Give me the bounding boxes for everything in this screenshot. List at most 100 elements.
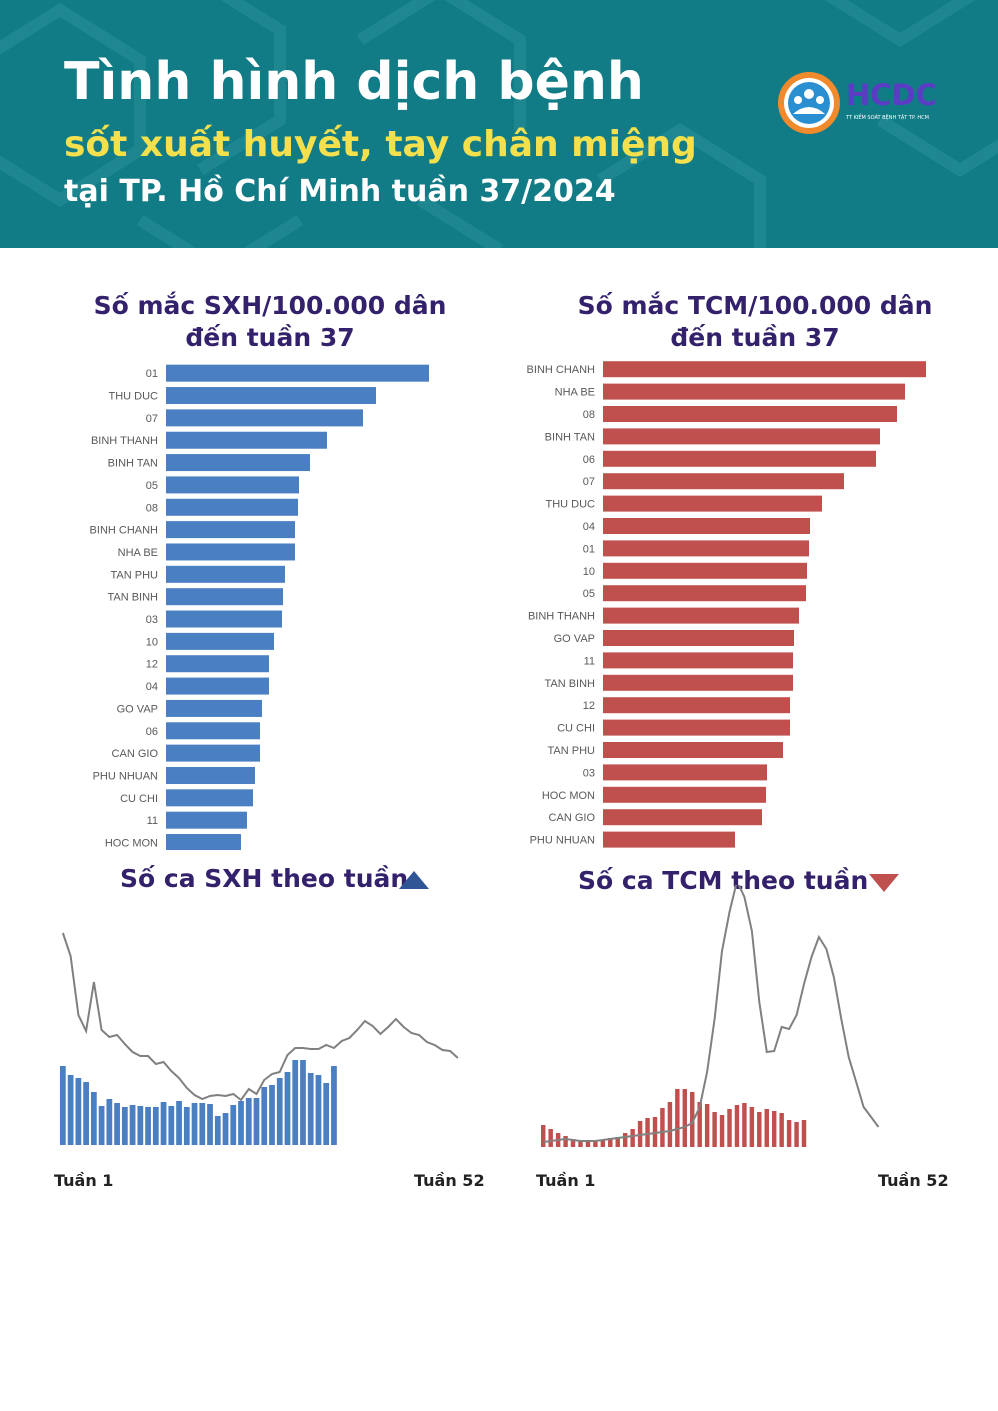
weekly-bar (749, 1107, 755, 1147)
bar (166, 409, 363, 427)
weekly-bar (152, 1107, 159, 1145)
weekly-bar (307, 1073, 314, 1145)
bar (603, 809, 762, 826)
weekly-trend-line (61, 932, 459, 1102)
sxh-rate-title-line1: Số mắc SXH/100.000 dân (93, 291, 447, 320)
category-label: 06 (146, 726, 158, 738)
weekly-bar (764, 1109, 769, 1147)
bar (603, 383, 905, 400)
tcm-rate-title-line2: đến tuần 37 (670, 323, 840, 352)
triangle-down-icon (869, 874, 899, 892)
weekly-bar (121, 1107, 128, 1145)
tcm-rate-title-line1: Số mắc TCM/100.000 dân (577, 291, 933, 320)
sxh-weekly-title: Số ca SXH theo tuần (120, 864, 409, 893)
bar (603, 585, 806, 602)
category-label: TAN BINH (544, 678, 595, 690)
weekly-bar (276, 1078, 283, 1145)
category-label: CU CHI (120, 793, 158, 805)
weekly-bar (323, 1083, 330, 1145)
category-label: 07 (146, 413, 158, 425)
weekly-bar (548, 1129, 553, 1147)
sxh-weekly-chart (60, 932, 459, 1145)
category-label: 12 (146, 659, 158, 671)
weekly-bar (168, 1106, 175, 1145)
bar (166, 744, 260, 762)
weekly-bar (261, 1087, 268, 1145)
bar (166, 498, 298, 516)
weekly-bar (704, 1104, 710, 1147)
weekly-bar (245, 1098, 252, 1145)
category-label: PHU NHUAN (530, 835, 595, 847)
weekly-bar (253, 1098, 260, 1145)
hcdc-emblem-icon (778, 72, 840, 134)
category-label: 08 (583, 409, 595, 421)
weekly-bar (667, 1102, 673, 1147)
weekly-bar (622, 1133, 628, 1147)
weekly-bar (541, 1125, 546, 1147)
weekly-bar (214, 1116, 221, 1145)
bar (166, 565, 285, 583)
weekly-trend-line (543, 885, 880, 1143)
weekly-bar (682, 1089, 688, 1147)
weekly-bar (742, 1103, 747, 1147)
hcdc-logo: HCDC TT KIỂM SOÁT BỆNH TẬT TP. HCM (776, 70, 946, 140)
category-label: 08 (146, 502, 158, 514)
bar (603, 786, 766, 803)
category-label: 03 (583, 767, 595, 779)
category-label: 01 (146, 368, 158, 380)
category-label: 01 (583, 543, 595, 555)
weekly-bar (697, 1102, 702, 1147)
title-line-1: Tình hình dịch bệnh (64, 52, 644, 112)
bar (603, 764, 767, 781)
weekly-bar (600, 1140, 606, 1147)
bar (166, 722, 260, 740)
bar (166, 454, 310, 472)
weekly-bar (712, 1112, 717, 1147)
bar (166, 521, 295, 539)
weekly-bar (160, 1102, 167, 1145)
category-label: 06 (583, 454, 595, 466)
weekly-bar (207, 1104, 213, 1145)
tcm-rate-chart: BINH CHANH NHA BE 08 BINH TAN 06 07 THU DUC 04 0… (527, 361, 926, 848)
weekly-bar (794, 1122, 799, 1147)
logo-subtext: TT KIỂM SOÁT BỆNH TẬT TP. HCM (846, 115, 929, 121)
category-label: 05 (146, 480, 158, 492)
bar (603, 450, 876, 467)
tcm-weekly-chart (541, 885, 880, 1147)
weekly-bar (690, 1092, 695, 1147)
weekly-bar (75, 1078, 82, 1145)
category-label: 04 (583, 521, 595, 533)
weekly-bar (98, 1106, 105, 1145)
bar (603, 406, 897, 422)
category-label: BINH THANH (528, 611, 595, 623)
weekly-bar (315, 1075, 322, 1145)
weekly-bar (719, 1115, 725, 1147)
weekly-bar (300, 1060, 306, 1145)
triangle-up-icon (399, 871, 429, 889)
category-label: 12 (583, 700, 595, 712)
category-label: 04 (146, 681, 158, 693)
weekly-bar (563, 1136, 568, 1147)
bar (166, 699, 262, 717)
logo-text: HCDC (846, 78, 937, 112)
bar (166, 387, 376, 405)
weekly-bar (292, 1060, 299, 1145)
bar (603, 428, 880, 445)
weekly-bar (734, 1105, 740, 1147)
bar (166, 655, 269, 673)
weekly-bar (771, 1111, 777, 1147)
weekly-bar (615, 1137, 620, 1147)
category-label: THU DUC (109, 391, 159, 403)
weekly-bar (230, 1105, 237, 1145)
category-label: 11 (584, 655, 595, 667)
weekly-bar (176, 1101, 182, 1145)
category-label: BINH CHANH (527, 364, 596, 376)
weekly-bar (199, 1103, 206, 1145)
title-line-3: tại TP. Hồ Chí Minh tuần 37/2024 (64, 174, 616, 209)
weekly-bar (660, 1108, 665, 1147)
bar (603, 674, 793, 691)
weekly-bar (727, 1109, 732, 1147)
weekly-bar (60, 1066, 66, 1145)
category-label: HOC MON (542, 790, 595, 802)
tcm-axis-start: Tuần 1 (536, 1171, 596, 1190)
